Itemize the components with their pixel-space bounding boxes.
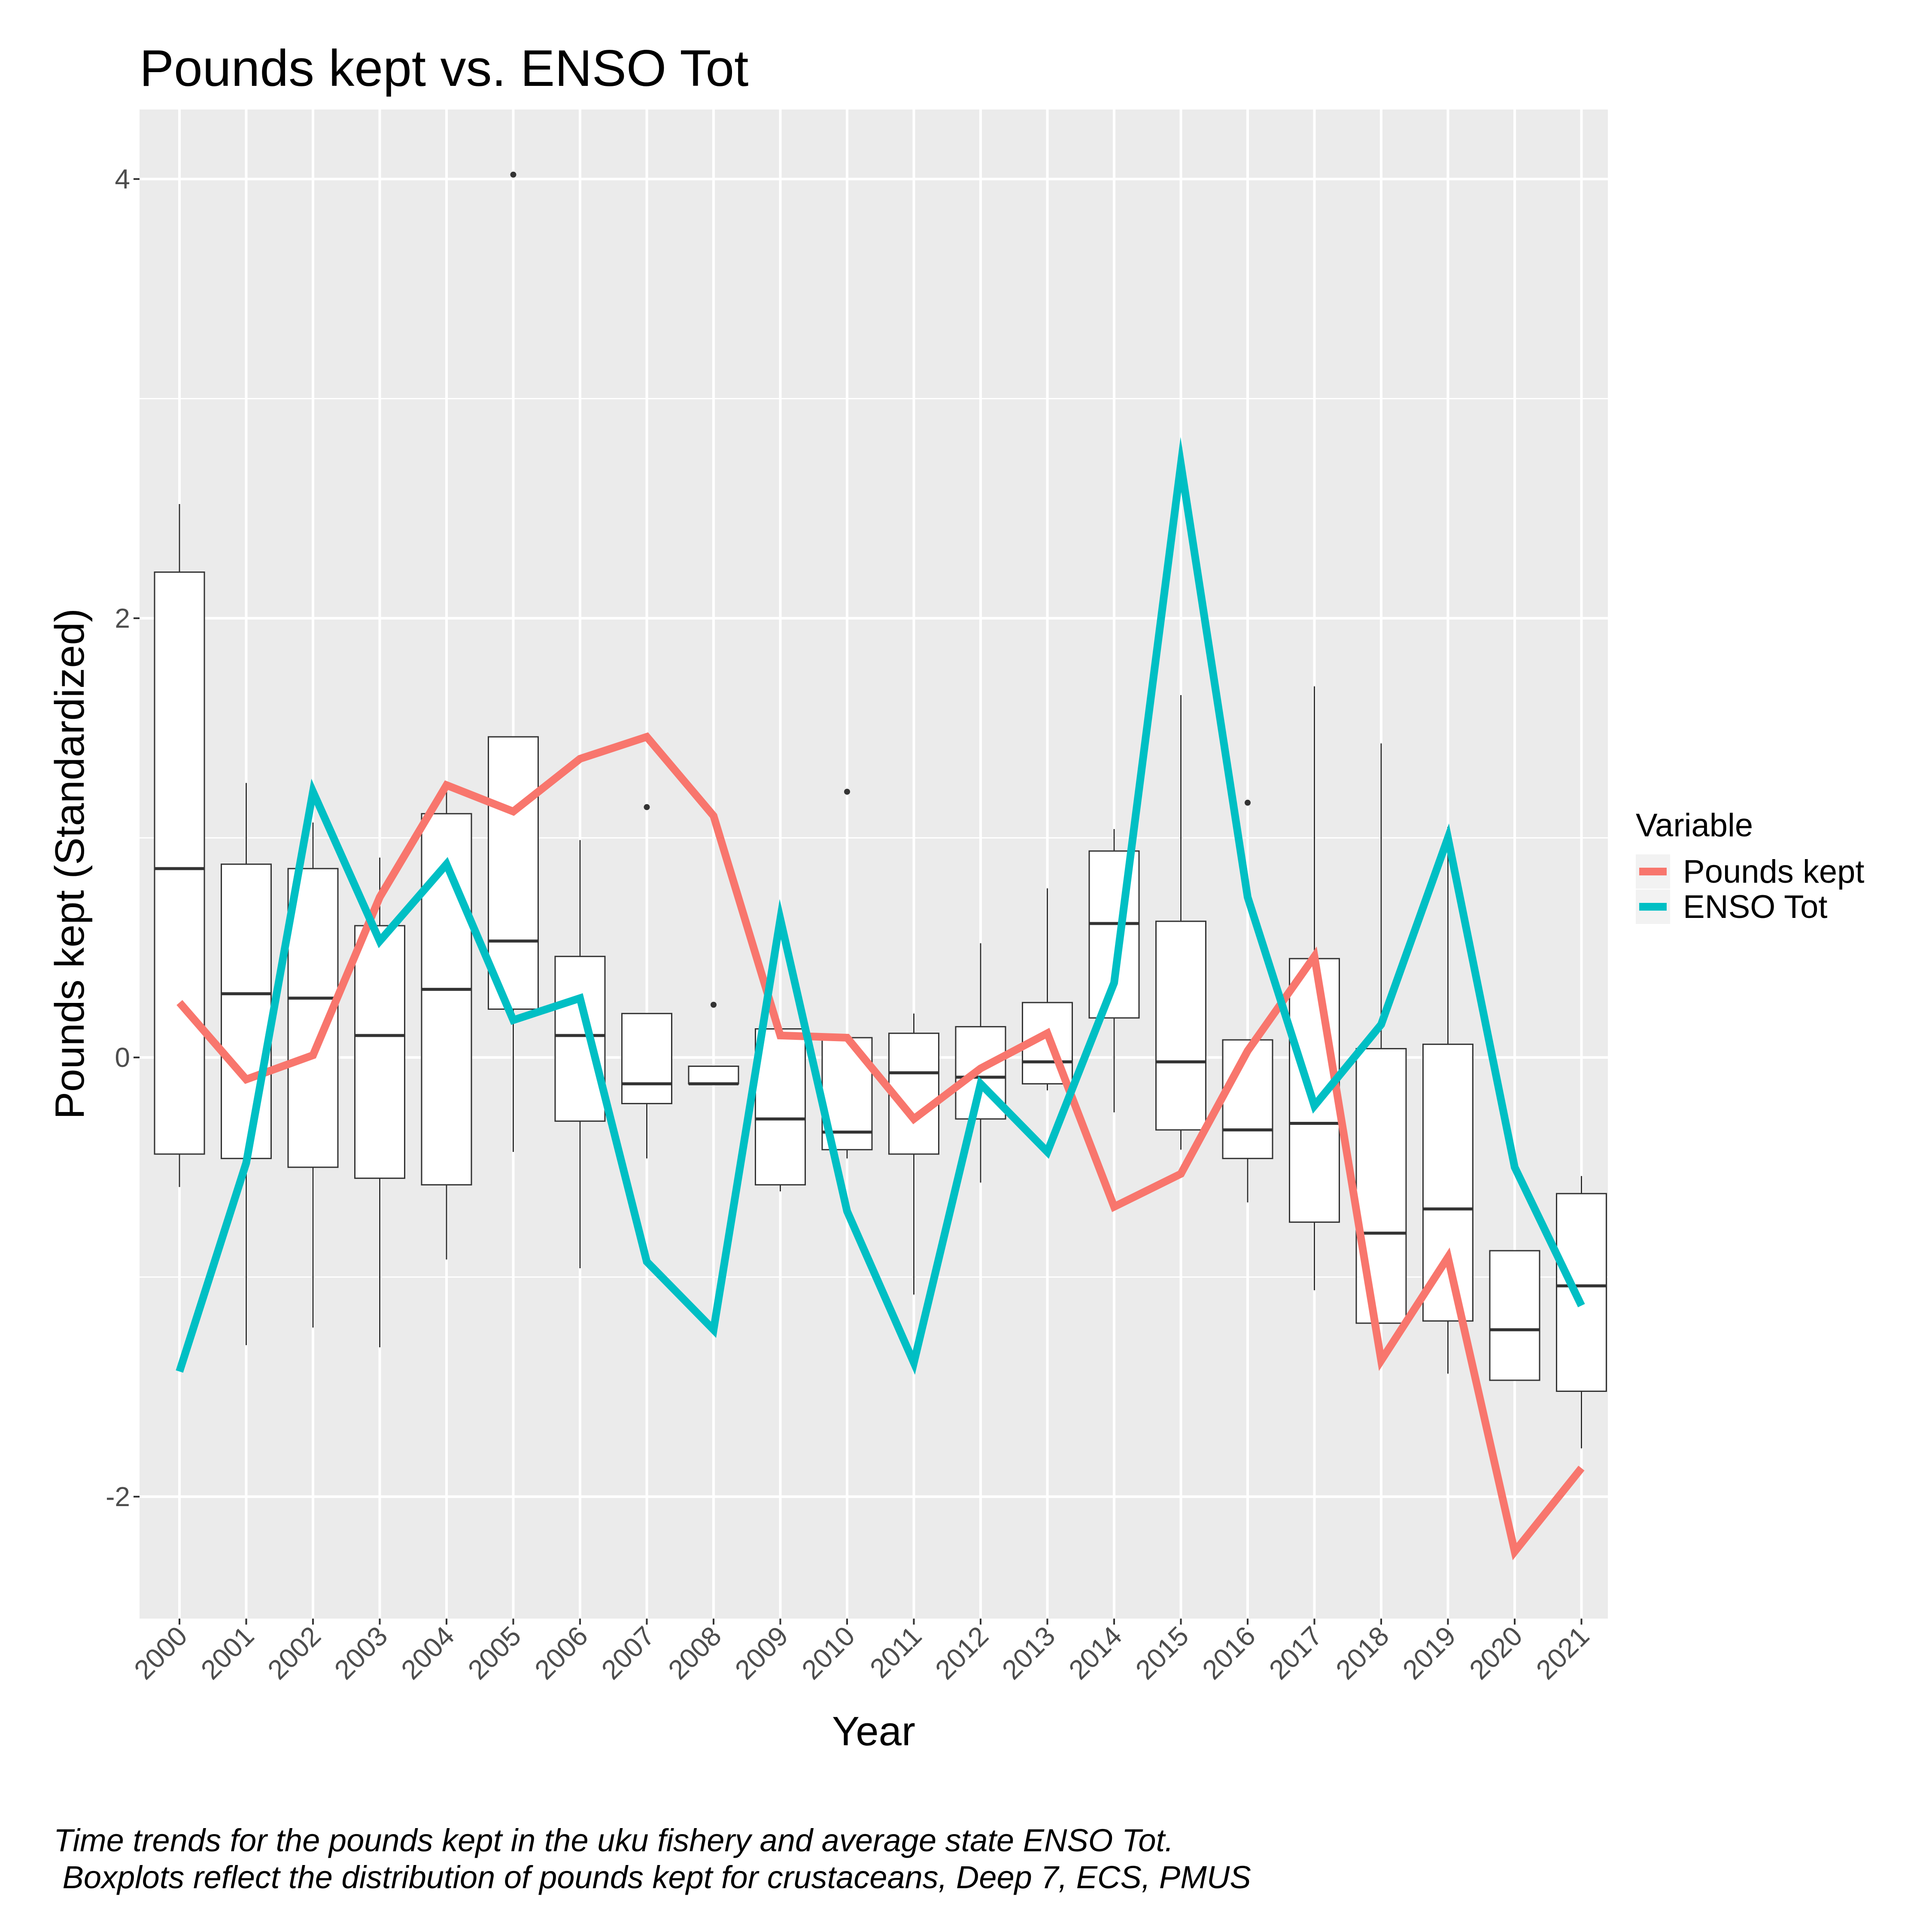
x-tick-label: 2000: [128, 1620, 193, 1686]
boxplot-2005: [488, 171, 539, 1152]
x-tick-label: 2020: [1463, 1620, 1528, 1686]
box-iqr: [221, 863, 272, 1159]
box-iqr: [688, 1065, 739, 1084]
x-tick-label: 2003: [328, 1620, 394, 1686]
x-axis-title: Year: [832, 1708, 915, 1754]
outlier-point: [510, 171, 516, 178]
caption-line-2: Boxplots reflect the distribution of pou…: [54, 1859, 1251, 1895]
box-iqr: [1155, 920, 1206, 1131]
x-tick-label: 2006: [529, 1620, 594, 1686]
box-iqr: [1556, 1193, 1607, 1392]
x-tick-label: 2014: [1063, 1620, 1128, 1686]
x-tick-label: 2009: [729, 1620, 794, 1686]
boxplot-2009: [755, 1028, 806, 1192]
x-tick-label: 2011: [864, 1620, 927, 1684]
boxplot-2008: [688, 1002, 739, 1085]
outlier-point: [644, 804, 650, 810]
box-iqr: [755, 1028, 806, 1186]
boxplot-2001: [221, 783, 272, 1346]
series-line-pounds-kept: [176, 732, 1585, 1561]
box-iqr: [421, 813, 472, 1186]
x-tick-label: 2005: [462, 1620, 527, 1686]
x-tick-label: 2016: [1196, 1620, 1261, 1686]
box-iqr: [621, 1013, 672, 1104]
boxplot-2003: [354, 857, 405, 1348]
box-iqr: [488, 736, 539, 1010]
x-tick-label: 2004: [395, 1620, 460, 1686]
x-tick-label: 2017: [1263, 1620, 1328, 1686]
box-iqr: [1422, 1043, 1473, 1322]
box-iqr: [554, 956, 606, 1122]
box-iqr: [1355, 1048, 1407, 1324]
outlier-point: [1245, 799, 1251, 806]
boxplot-2020: [1489, 1250, 1540, 1381]
x-tick-label: 2002: [261, 1620, 327, 1686]
legend-label-pounds-kept: Pounds kept: [1683, 854, 1865, 890]
x-tick-label: 2001: [195, 1620, 260, 1686]
outlier-point: [844, 789, 850, 795]
box-iqr: [154, 571, 205, 1155]
x-tick-label: 2018: [1330, 1620, 1395, 1686]
legend-title: Variable: [1636, 807, 1753, 844]
y-axis: -2 0 2 4: [106, 164, 140, 1512]
x-tick-label: 2021: [1530, 1620, 1595, 1686]
boxplot-2004: [421, 785, 472, 1260]
x-tick-label: 2007: [595, 1620, 661, 1686]
legend-label-enso-tot: ENSO Tot: [1683, 889, 1828, 925]
box-iqr: [1222, 1039, 1273, 1159]
series-line-enso-tot: [176, 437, 1585, 1375]
box-iqr: [1489, 1250, 1540, 1381]
boxplot-2007: [621, 804, 672, 1159]
x-tick-label: 2013: [996, 1620, 1061, 1686]
y-tick-label: 4: [115, 164, 130, 194]
y-axis-title: Pounds kept (Standardized): [47, 608, 93, 1119]
boxplot-2015: [1155, 695, 1206, 1150]
boxplot-2021: [1556, 1176, 1607, 1449]
boxplots: [154, 171, 1607, 1449]
x-axis: 2000 2001 2002 2003 2004 2005 2006 2007 2008 2009…: [128, 1619, 1595, 1686]
x-tick-label: 2012: [929, 1620, 994, 1686]
boxplot-2016: [1222, 799, 1273, 1203]
x-tick-label: 2015: [1130, 1620, 1195, 1686]
caption-line-1: Time trends for the pounds kept in the u…: [54, 1823, 1174, 1858]
plot-panel: [140, 109, 1608, 1619]
x-tick-label: 2019: [1397, 1620, 1462, 1686]
y-tick-label: 0: [115, 1042, 130, 1073]
x-tick-label: 2008: [662, 1620, 727, 1686]
box-iqr: [354, 925, 405, 1179]
boxplot-2000: [154, 504, 205, 1187]
y-tick-label: -2: [106, 1481, 130, 1512]
legend: Variable Pounds kept ENSO Tot: [1636, 807, 1865, 925]
x-tick-label: 2010: [796, 1620, 861, 1686]
y-tick-label: 2: [115, 603, 130, 634]
outlier-point: [711, 1002, 717, 1008]
boxplot-2019: [1422, 826, 1473, 1374]
boxplot-2006: [554, 840, 606, 1269]
series-lines: [176, 437, 1585, 1561]
chart-title: Pounds kept vs. ENSO Tot: [140, 39, 749, 97]
